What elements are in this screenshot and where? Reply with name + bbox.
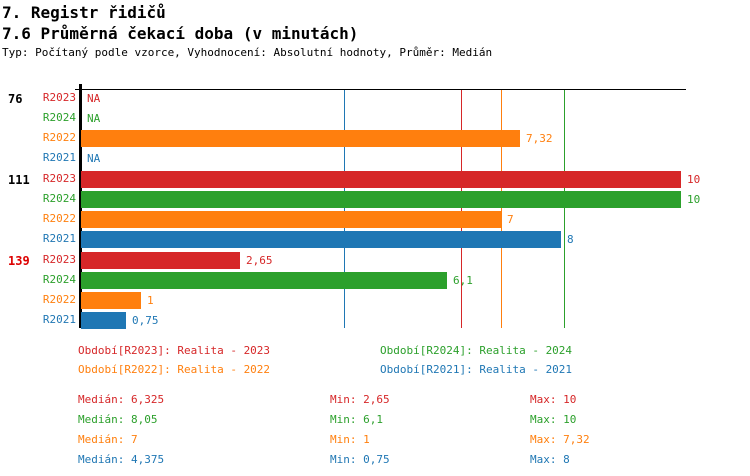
row-label-R2023: R2023 [42, 91, 76, 104]
row-label-R2022: R2022 [42, 212, 76, 225]
stat-min-R2022: Min: 1 [330, 433, 370, 446]
bar-value-label: 7,32 [526, 132, 553, 145]
group-label: 139 [8, 254, 30, 268]
group-label: 111 [8, 173, 30, 187]
bar-value-label: 0,75 [132, 314, 159, 327]
legend-item-R2022: Období[R2022]: Realita - 2022 [78, 363, 271, 376]
stat-median-R2024: Medián: 8,05 [78, 413, 158, 426]
na-label: NA [87, 152, 101, 165]
bar-value-label: 2,65 [246, 254, 273, 267]
row-label-R2021: R2021 [42, 232, 76, 245]
legend-item-R2021: Období[R2021]: Realita - 2021 [380, 363, 573, 376]
legend-item-R2024: Období[R2024]: Realita - 2024 [380, 344, 573, 357]
bar-R2023 [81, 252, 240, 269]
row-label-R2021: R2021 [42, 313, 76, 326]
row-label-R2023: R2023 [42, 172, 76, 185]
row-label-R2023: R2023 [42, 253, 76, 266]
chart-subtitle: Typ: Počítaný podle vzorce, Vyhodnocení:… [2, 46, 493, 59]
bar-R2024 [81, 272, 447, 289]
bar-R2023 [81, 171, 681, 188]
bar-R2022 [81, 211, 501, 228]
stat-min-R2023: Min: 2,65 [330, 393, 390, 406]
median-line-R2024 [564, 90, 565, 328]
bar-R2021 [81, 312, 126, 329]
median-line-R2021 [344, 90, 345, 328]
bar-value-label: 6,1 [453, 274, 473, 287]
row-label-R2024: R2024 [42, 273, 76, 286]
stat-max-R2023: Max: 10 [530, 393, 577, 406]
stat-min-R2021: Min: 0,75 [330, 453, 390, 466]
bar-R2022 [81, 292, 141, 309]
row-label-R2022: R2022 [42, 131, 76, 144]
bar-value-label: 10 [687, 173, 701, 186]
na-label: NA [87, 92, 101, 105]
legend-item-R2023: Období[R2023]: Realita - 2023 [78, 344, 271, 357]
bar-value-label: 7 [507, 213, 514, 226]
bar-R2021 [81, 231, 561, 248]
axis-line-vertical [79, 84, 82, 328]
bar-R2024 [81, 191, 681, 208]
row-label-R2022: R2022 [42, 293, 76, 306]
median-line-R2023 [461, 90, 462, 328]
bar-value-label: 1 [147, 294, 154, 307]
row-label-R2024: R2024 [42, 192, 76, 205]
row-label-R2021: R2021 [42, 151, 76, 164]
stat-median-R2022: Medián: 7 [78, 433, 138, 446]
group-label: 76 [8, 92, 23, 106]
axis-line-top [75, 89, 686, 90]
median-line-R2022 [501, 90, 502, 328]
page-title: 7. Registr řidičů [2, 3, 166, 22]
stat-median-R2021: Medián: 4,375 [78, 453, 165, 466]
stat-max-R2024: Max: 10 [530, 413, 577, 426]
bar-R2022 [81, 130, 520, 147]
stat-median-R2023: Medián: 6,325 [78, 393, 165, 406]
stat-max-R2022: Max: 7,32 [530, 433, 590, 446]
bar-value-label: 8 [567, 233, 574, 246]
stat-min-R2024: Min: 6,1 [330, 413, 383, 426]
stat-max-R2021: Max: 8 [530, 453, 570, 466]
bar-value-label: 10 [687, 193, 701, 206]
row-label-R2024: R2024 [42, 111, 76, 124]
chart-title: 7.6 Průměrná čekací doba (v minutách) [2, 24, 359, 43]
na-label: NA [87, 112, 101, 125]
